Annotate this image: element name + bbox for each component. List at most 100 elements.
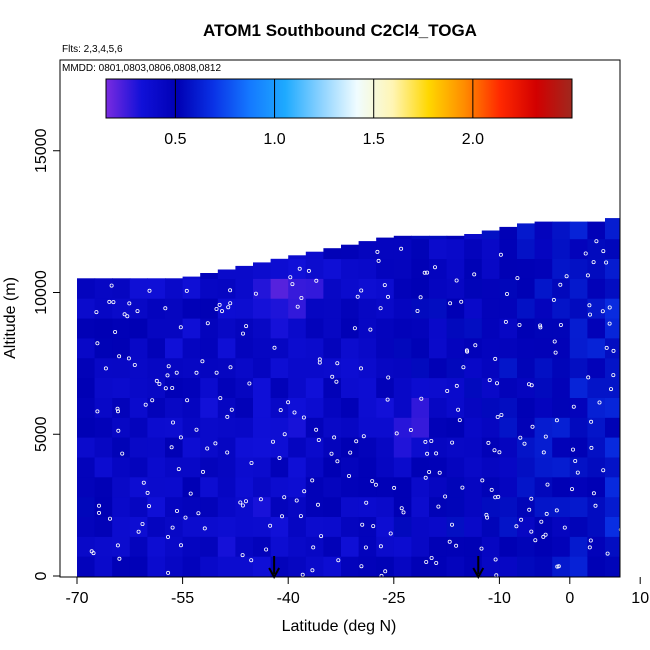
heat-cell xyxy=(499,238,518,259)
sample-point xyxy=(562,525,567,530)
sample-point xyxy=(364,500,369,505)
sample-point xyxy=(600,309,605,314)
heat-cell xyxy=(411,536,430,557)
heat-cell xyxy=(499,456,518,478)
heat-cell xyxy=(77,496,96,517)
sample-point xyxy=(429,438,434,443)
heat-cell xyxy=(552,221,571,240)
sample-point xyxy=(522,441,527,446)
sample-point xyxy=(457,418,462,423)
heat-cell xyxy=(623,211,641,219)
heat-cell xyxy=(358,298,377,319)
heat-cell xyxy=(499,397,518,418)
heat-cell xyxy=(446,556,465,577)
heat-cell xyxy=(147,476,166,498)
sample-point xyxy=(587,303,592,308)
sample-point xyxy=(625,369,628,372)
sample-point xyxy=(555,564,560,569)
heat-cell xyxy=(200,318,219,339)
sample-point xyxy=(352,326,357,331)
heat-cell xyxy=(147,337,166,359)
heat-cell xyxy=(165,318,184,339)
sample-point xyxy=(279,514,284,519)
sample-point xyxy=(332,435,337,440)
heat-cell xyxy=(605,278,620,299)
heat-cell xyxy=(569,221,588,240)
heat-cell xyxy=(623,397,641,417)
heat-cell xyxy=(323,248,342,260)
heat-cell xyxy=(464,258,483,279)
heat-cell xyxy=(623,278,641,298)
heat-cell xyxy=(253,437,272,458)
sample-point xyxy=(359,564,364,569)
heat-cell xyxy=(147,437,166,458)
heat-cell xyxy=(587,377,606,398)
sample-point xyxy=(518,435,523,440)
sample-point xyxy=(554,418,559,423)
heat-cell xyxy=(323,397,342,418)
sample-point xyxy=(587,545,592,550)
heat-cell xyxy=(77,298,96,319)
heat-cell xyxy=(587,437,606,458)
heat-cell xyxy=(411,476,430,498)
heat-cell xyxy=(534,258,553,279)
sample-point xyxy=(354,439,359,444)
heat-cell xyxy=(358,357,377,379)
heat-cell xyxy=(552,377,571,398)
heat-cell xyxy=(499,496,518,517)
heat-cell xyxy=(217,556,236,577)
heat-cell xyxy=(411,456,430,478)
heat-cell xyxy=(552,476,571,498)
sample-point xyxy=(604,345,609,350)
heat-cell xyxy=(481,337,500,359)
sample-point xyxy=(450,440,455,445)
heat-cell xyxy=(605,437,620,458)
heat-cell xyxy=(200,417,219,438)
heat-cell xyxy=(446,516,465,537)
heat-cell xyxy=(376,237,395,240)
heat-cell xyxy=(341,298,360,319)
heat-cell xyxy=(569,238,588,259)
heat-cell xyxy=(77,456,96,478)
heat-cell xyxy=(481,516,500,537)
heat-cell xyxy=(429,318,448,339)
heat-cell xyxy=(393,456,412,478)
heat-cell xyxy=(605,496,620,517)
sample-point xyxy=(258,497,263,502)
sample-point xyxy=(194,427,199,432)
sample-point xyxy=(205,321,210,326)
heat-cell xyxy=(217,377,236,398)
heat-cell xyxy=(446,476,465,498)
heat-cell xyxy=(569,258,588,279)
heat-cell xyxy=(587,221,606,240)
heat-cell xyxy=(323,456,342,478)
heat-cell xyxy=(517,397,536,418)
heat-cell xyxy=(499,226,518,240)
heat-cell xyxy=(182,496,201,517)
heat-cell xyxy=(341,244,360,260)
sample-point xyxy=(434,451,439,456)
sample-point xyxy=(163,306,168,311)
heat-cell xyxy=(587,278,606,299)
heat-cell xyxy=(288,337,307,359)
heat-cell xyxy=(640,477,650,497)
heat-cell xyxy=(569,417,588,438)
heat-cell xyxy=(499,258,518,279)
heat-cell xyxy=(288,437,307,458)
heat-cell xyxy=(77,278,96,299)
sample-point xyxy=(422,270,427,275)
sample-point xyxy=(270,439,275,444)
sample-point xyxy=(290,282,295,287)
heat-cell xyxy=(358,278,377,299)
heat-cell xyxy=(376,298,395,319)
heat-cell xyxy=(517,556,536,577)
sample-point xyxy=(174,370,179,375)
sample-point xyxy=(399,246,404,251)
x-tick-label: 10 xyxy=(631,590,649,607)
heat-cell xyxy=(587,417,606,438)
sample-point xyxy=(368,327,373,332)
heat-cell xyxy=(569,476,588,498)
heat-cell xyxy=(288,476,307,498)
heat-cell xyxy=(112,496,131,517)
heat-cell xyxy=(411,437,430,458)
